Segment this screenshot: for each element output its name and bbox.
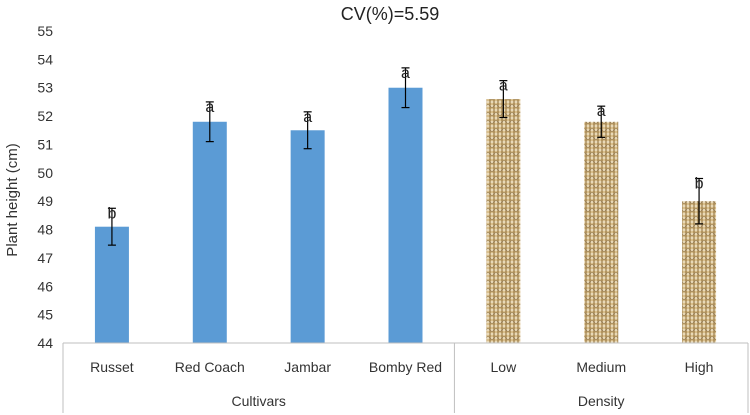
significance-letter: a: [303, 109, 312, 126]
y-tick-label: 48: [37, 222, 53, 238]
bar-russet: [94, 226, 129, 343]
y-tick-label: 46: [37, 278, 53, 294]
category-labels: Russet Red Coach Jambar Bomby Red Low Medium H…: [90, 359, 713, 375]
y-tick-label: 55: [37, 23, 53, 39]
significance-letters: b a a a a a b: [107, 65, 703, 222]
category-label: Jambar: [284, 359, 331, 375]
category-label: Bomby Red: [369, 359, 442, 375]
significance-letter: b: [107, 205, 116, 222]
y-tick-label: 45: [37, 307, 53, 323]
group-label: Density: [578, 393, 625, 409]
y-tick-label: 44: [37, 335, 53, 351]
y-axis-ticks: 44 45 46 47 48 49 50 51 52 53 54 55: [37, 23, 53, 351]
significance-letter: b: [695, 175, 704, 192]
bar-bomby-red: [388, 87, 423, 344]
error-bars: [107, 67, 704, 246]
group-label: Cultivars: [231, 393, 285, 409]
category-label: Low: [491, 359, 518, 375]
y-axis-label: Plant height (cm): [4, 143, 21, 256]
bar-high: [682, 201, 717, 343]
y-tick-label: 53: [37, 80, 53, 96]
x-axis: [62, 342, 749, 413]
category-label: Russet: [90, 359, 134, 375]
significance-letter: a: [205, 99, 214, 116]
category-label: Red Coach: [175, 359, 245, 375]
bar-medium: [584, 121, 619, 343]
category-label: Medium: [576, 359, 626, 375]
group-labels: Cultivars Density: [231, 393, 624, 409]
bar-jambar: [290, 130, 325, 343]
y-tick-label: 47: [37, 250, 53, 266]
chart-title: CV(%)=5.59: [341, 4, 440, 24]
y-tick-label: 49: [37, 193, 53, 209]
significance-letter: a: [499, 78, 508, 95]
significance-letter: a: [597, 103, 606, 120]
significance-letter: a: [401, 65, 410, 82]
y-tick-label: 52: [37, 108, 53, 124]
bars: [94, 87, 717, 344]
y-tick-label: 50: [37, 165, 53, 181]
category-label: High: [685, 359, 714, 375]
bar-red-coach: [192, 121, 227, 343]
y-tick-label: 54: [37, 51, 53, 67]
y-tick-label: 51: [37, 136, 53, 152]
bar-low: [486, 99, 521, 343]
